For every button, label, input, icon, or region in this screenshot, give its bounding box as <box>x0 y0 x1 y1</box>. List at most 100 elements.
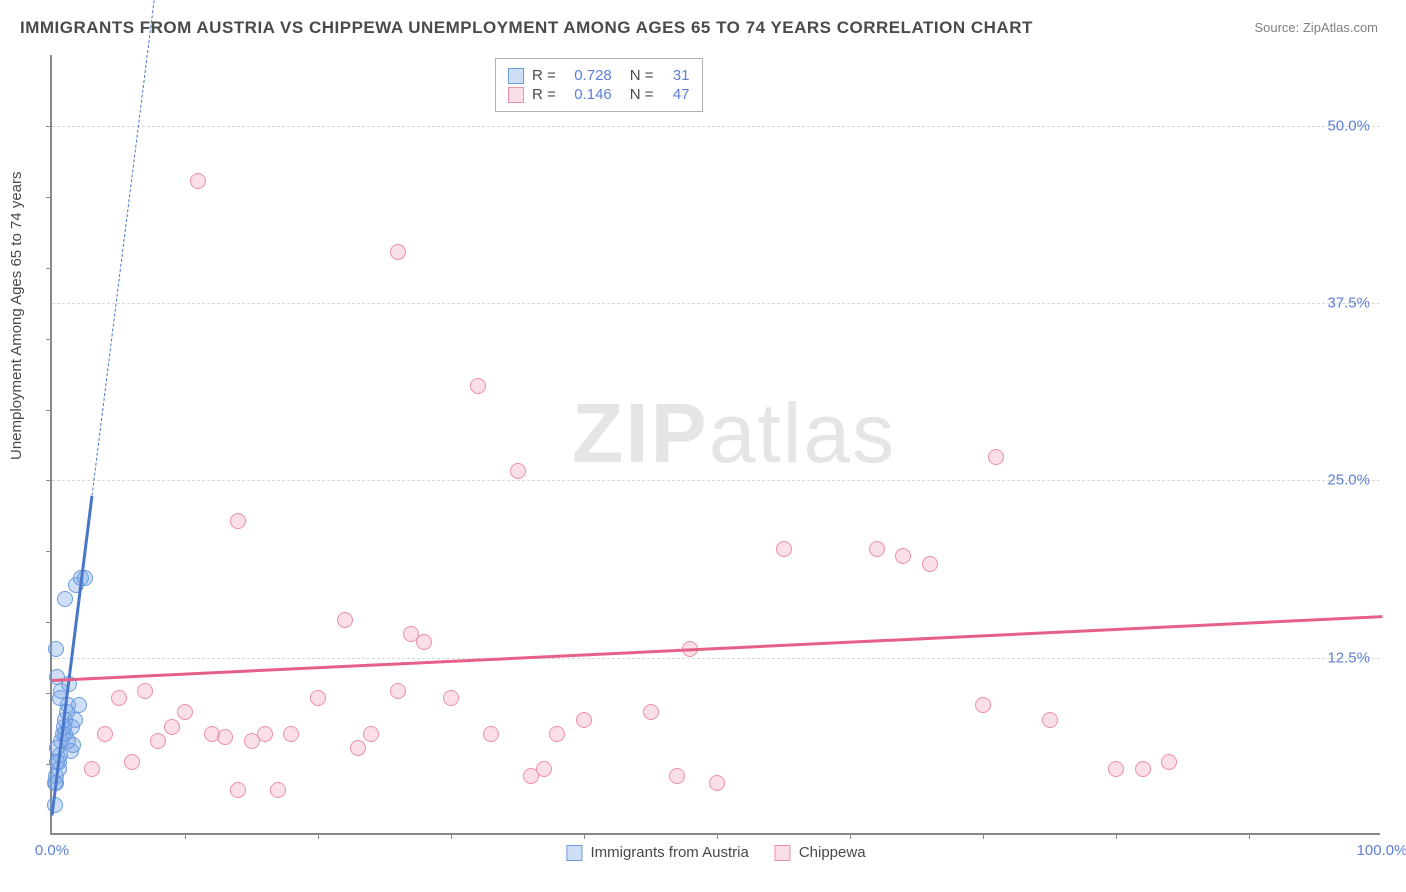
y-tick-label: 25.0% <box>1327 472 1370 489</box>
data-point <box>363 726 379 742</box>
data-point <box>217 729 233 745</box>
watermark-rest: atlas <box>709 386 896 480</box>
data-point <box>975 697 991 713</box>
data-point <box>124 754 140 770</box>
legend-swatch <box>775 845 791 861</box>
legend-swatch <box>508 68 524 84</box>
x-minor-tick <box>451 833 452 839</box>
data-point <box>988 449 1004 465</box>
y-tick-label: 37.5% <box>1327 295 1370 312</box>
data-point <box>536 761 552 777</box>
n-value: 31 <box>662 67 690 84</box>
data-point <box>310 690 326 706</box>
data-point <box>164 719 180 735</box>
data-point <box>150 733 166 749</box>
watermark: ZIPatlas <box>572 385 896 482</box>
data-point <box>1042 712 1058 728</box>
data-point <box>1135 761 1151 777</box>
n-label: N = <box>630 86 654 103</box>
y-minor-tick <box>46 622 52 623</box>
data-point <box>576 712 592 728</box>
r-label: R = <box>532 67 556 84</box>
data-point <box>470 378 486 394</box>
data-point <box>416 634 432 650</box>
x-minor-tick <box>185 833 186 839</box>
x-minor-tick <box>584 833 585 839</box>
data-point <box>1108 761 1124 777</box>
data-point <box>350 740 366 756</box>
legend-stats-row: R = 0.146 N = 47 <box>508 86 690 103</box>
x-minor-tick <box>1249 833 1250 839</box>
y-minor-tick <box>46 339 52 340</box>
data-point <box>337 612 353 628</box>
data-point <box>283 726 299 742</box>
data-point <box>84 761 100 777</box>
data-point <box>1161 754 1177 770</box>
r-value: 0.728 <box>564 67 612 84</box>
n-value: 47 <box>662 86 690 103</box>
data-point <box>137 683 153 699</box>
x-tick-end: 100.0% <box>1357 842 1406 859</box>
trendline <box>91 0 218 495</box>
y-minor-tick <box>46 693 52 694</box>
data-point <box>483 726 499 742</box>
legend-stats: R = 0.728 N = 31 R = 0.146 N = 47 <box>495 58 703 112</box>
data-point <box>669 768 685 784</box>
legend-label: Chippewa <box>799 844 866 861</box>
data-point <box>869 541 885 557</box>
x-minor-tick <box>983 833 984 839</box>
x-tick-start: 0.0% <box>35 842 69 859</box>
gridline <box>52 480 1380 481</box>
x-minor-tick <box>717 833 718 839</box>
data-point <box>257 726 273 742</box>
data-point <box>776 541 792 557</box>
data-point <box>97 726 113 742</box>
y-minor-tick <box>46 480 52 481</box>
x-minor-tick <box>318 833 319 839</box>
y-axis-label: Unemployment Among Ages 65 to 74 years <box>8 171 25 460</box>
data-point <box>549 726 565 742</box>
legend-label: Immigrants from Austria <box>590 844 748 861</box>
data-point <box>48 641 64 657</box>
data-point <box>390 683 406 699</box>
data-point <box>111 690 127 706</box>
y-tick-label: 12.5% <box>1327 649 1370 666</box>
legend-stats-row: R = 0.728 N = 31 <box>508 67 690 84</box>
chart-title: IMMIGRANTS FROM AUSTRIA VS CHIPPEWA UNEM… <box>20 18 1033 38</box>
data-point <box>709 775 725 791</box>
data-point <box>510 463 526 479</box>
y-minor-tick <box>46 197 52 198</box>
x-minor-tick <box>850 833 851 839</box>
data-point <box>230 513 246 529</box>
data-point <box>49 669 65 685</box>
data-point <box>390 244 406 260</box>
x-minor-tick <box>1116 833 1117 839</box>
data-point <box>57 591 73 607</box>
data-point <box>230 782 246 798</box>
legend-bottom: Immigrants from Austria Chippewa <box>566 844 865 861</box>
data-point <box>895 548 911 564</box>
gridline <box>52 658 1380 659</box>
n-label: N = <box>630 67 654 84</box>
data-point <box>443 690 459 706</box>
legend-swatch <box>508 87 524 103</box>
data-point <box>71 697 87 713</box>
legend-swatch <box>566 845 582 861</box>
y-minor-tick <box>46 410 52 411</box>
data-point <box>177 704 193 720</box>
r-value: 0.146 <box>564 86 612 103</box>
data-point <box>67 712 83 728</box>
data-point <box>190 173 206 189</box>
gridline <box>52 303 1380 304</box>
data-point <box>65 737 81 753</box>
r-label: R = <box>532 86 556 103</box>
y-tick-label: 50.0% <box>1327 117 1370 134</box>
source-label: Source: ZipAtlas.com <box>1254 20 1378 35</box>
plot-area: ZIPatlas 12.5%25.0%37.5%50.0%0.0%100.0%I… <box>50 55 1380 835</box>
watermark-bold: ZIP <box>572 386 709 480</box>
y-minor-tick <box>46 268 52 269</box>
gridline <box>52 126 1380 127</box>
data-point <box>922 556 938 572</box>
legend-item: Immigrants from Austria <box>566 844 748 861</box>
data-point <box>643 704 659 720</box>
